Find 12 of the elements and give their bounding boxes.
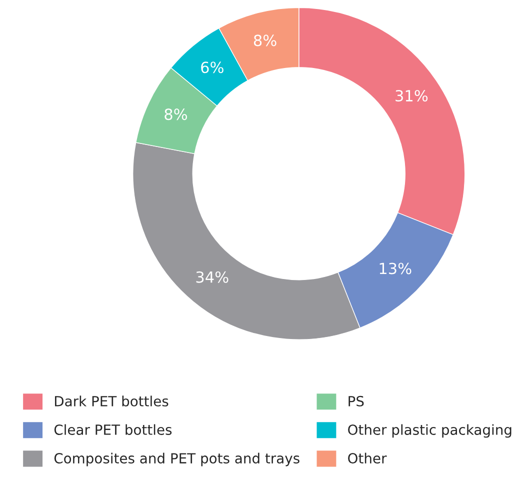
legend-label: Other plastic packaging: [348, 424, 512, 438]
legend-label: Composites and PET pots and trays: [54, 452, 300, 466]
data-label: 13%: [380, 262, 412, 274]
legend-label: Other: [348, 452, 387, 464]
legend-label: Clear PET bottles: [54, 424, 172, 435]
data-label: 8%: [164, 108, 188, 120]
data-label: 6%: [201, 62, 224, 74]
data-label: 34%: [196, 271, 228, 283]
data-label: 8%: [254, 34, 276, 46]
legend-label: PS: [348, 396, 364, 406]
data-label: 31%: [396, 90, 428, 102]
legend-label: Dark PET bottles: [55, 396, 168, 406]
